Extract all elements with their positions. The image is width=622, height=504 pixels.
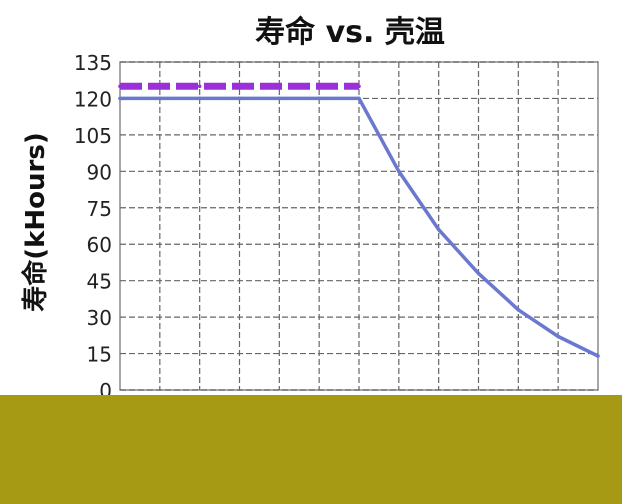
series-point xyxy=(277,84,282,89)
series-point xyxy=(556,334,560,339)
series-point xyxy=(118,96,122,101)
series-point xyxy=(158,84,162,89)
y-tick-label: 30 xyxy=(87,306,112,330)
y-tick-label: 90 xyxy=(87,160,112,184)
y-tick-label: 135 xyxy=(74,51,112,75)
series-point xyxy=(237,84,242,89)
series-point xyxy=(197,84,202,89)
y-tick-label: 105 xyxy=(74,124,112,148)
series-point xyxy=(596,354,600,358)
y-tick-label: 75 xyxy=(87,197,112,221)
y-axis-label: 寿命(kHours) xyxy=(20,132,51,312)
series-point xyxy=(317,84,321,89)
series-point xyxy=(277,96,282,101)
series-point xyxy=(237,96,242,101)
series-point xyxy=(516,308,521,312)
series-point xyxy=(317,96,321,101)
bottom-band xyxy=(0,395,622,504)
chart-title: 寿命 vs. 壳温 xyxy=(255,15,445,50)
series-point xyxy=(476,271,481,276)
series-point xyxy=(197,96,202,101)
y-tick-label: 15 xyxy=(87,343,112,367)
data-series xyxy=(118,82,600,358)
y-tick-label: 120 xyxy=(74,87,112,111)
y-tick-label: 60 xyxy=(87,233,112,257)
series-point xyxy=(436,227,441,232)
series-point xyxy=(158,96,162,101)
series-point xyxy=(357,96,361,101)
series-point xyxy=(118,84,122,89)
y-tick-label: 45 xyxy=(87,270,112,294)
series-point xyxy=(397,169,401,174)
series-point xyxy=(357,84,361,89)
